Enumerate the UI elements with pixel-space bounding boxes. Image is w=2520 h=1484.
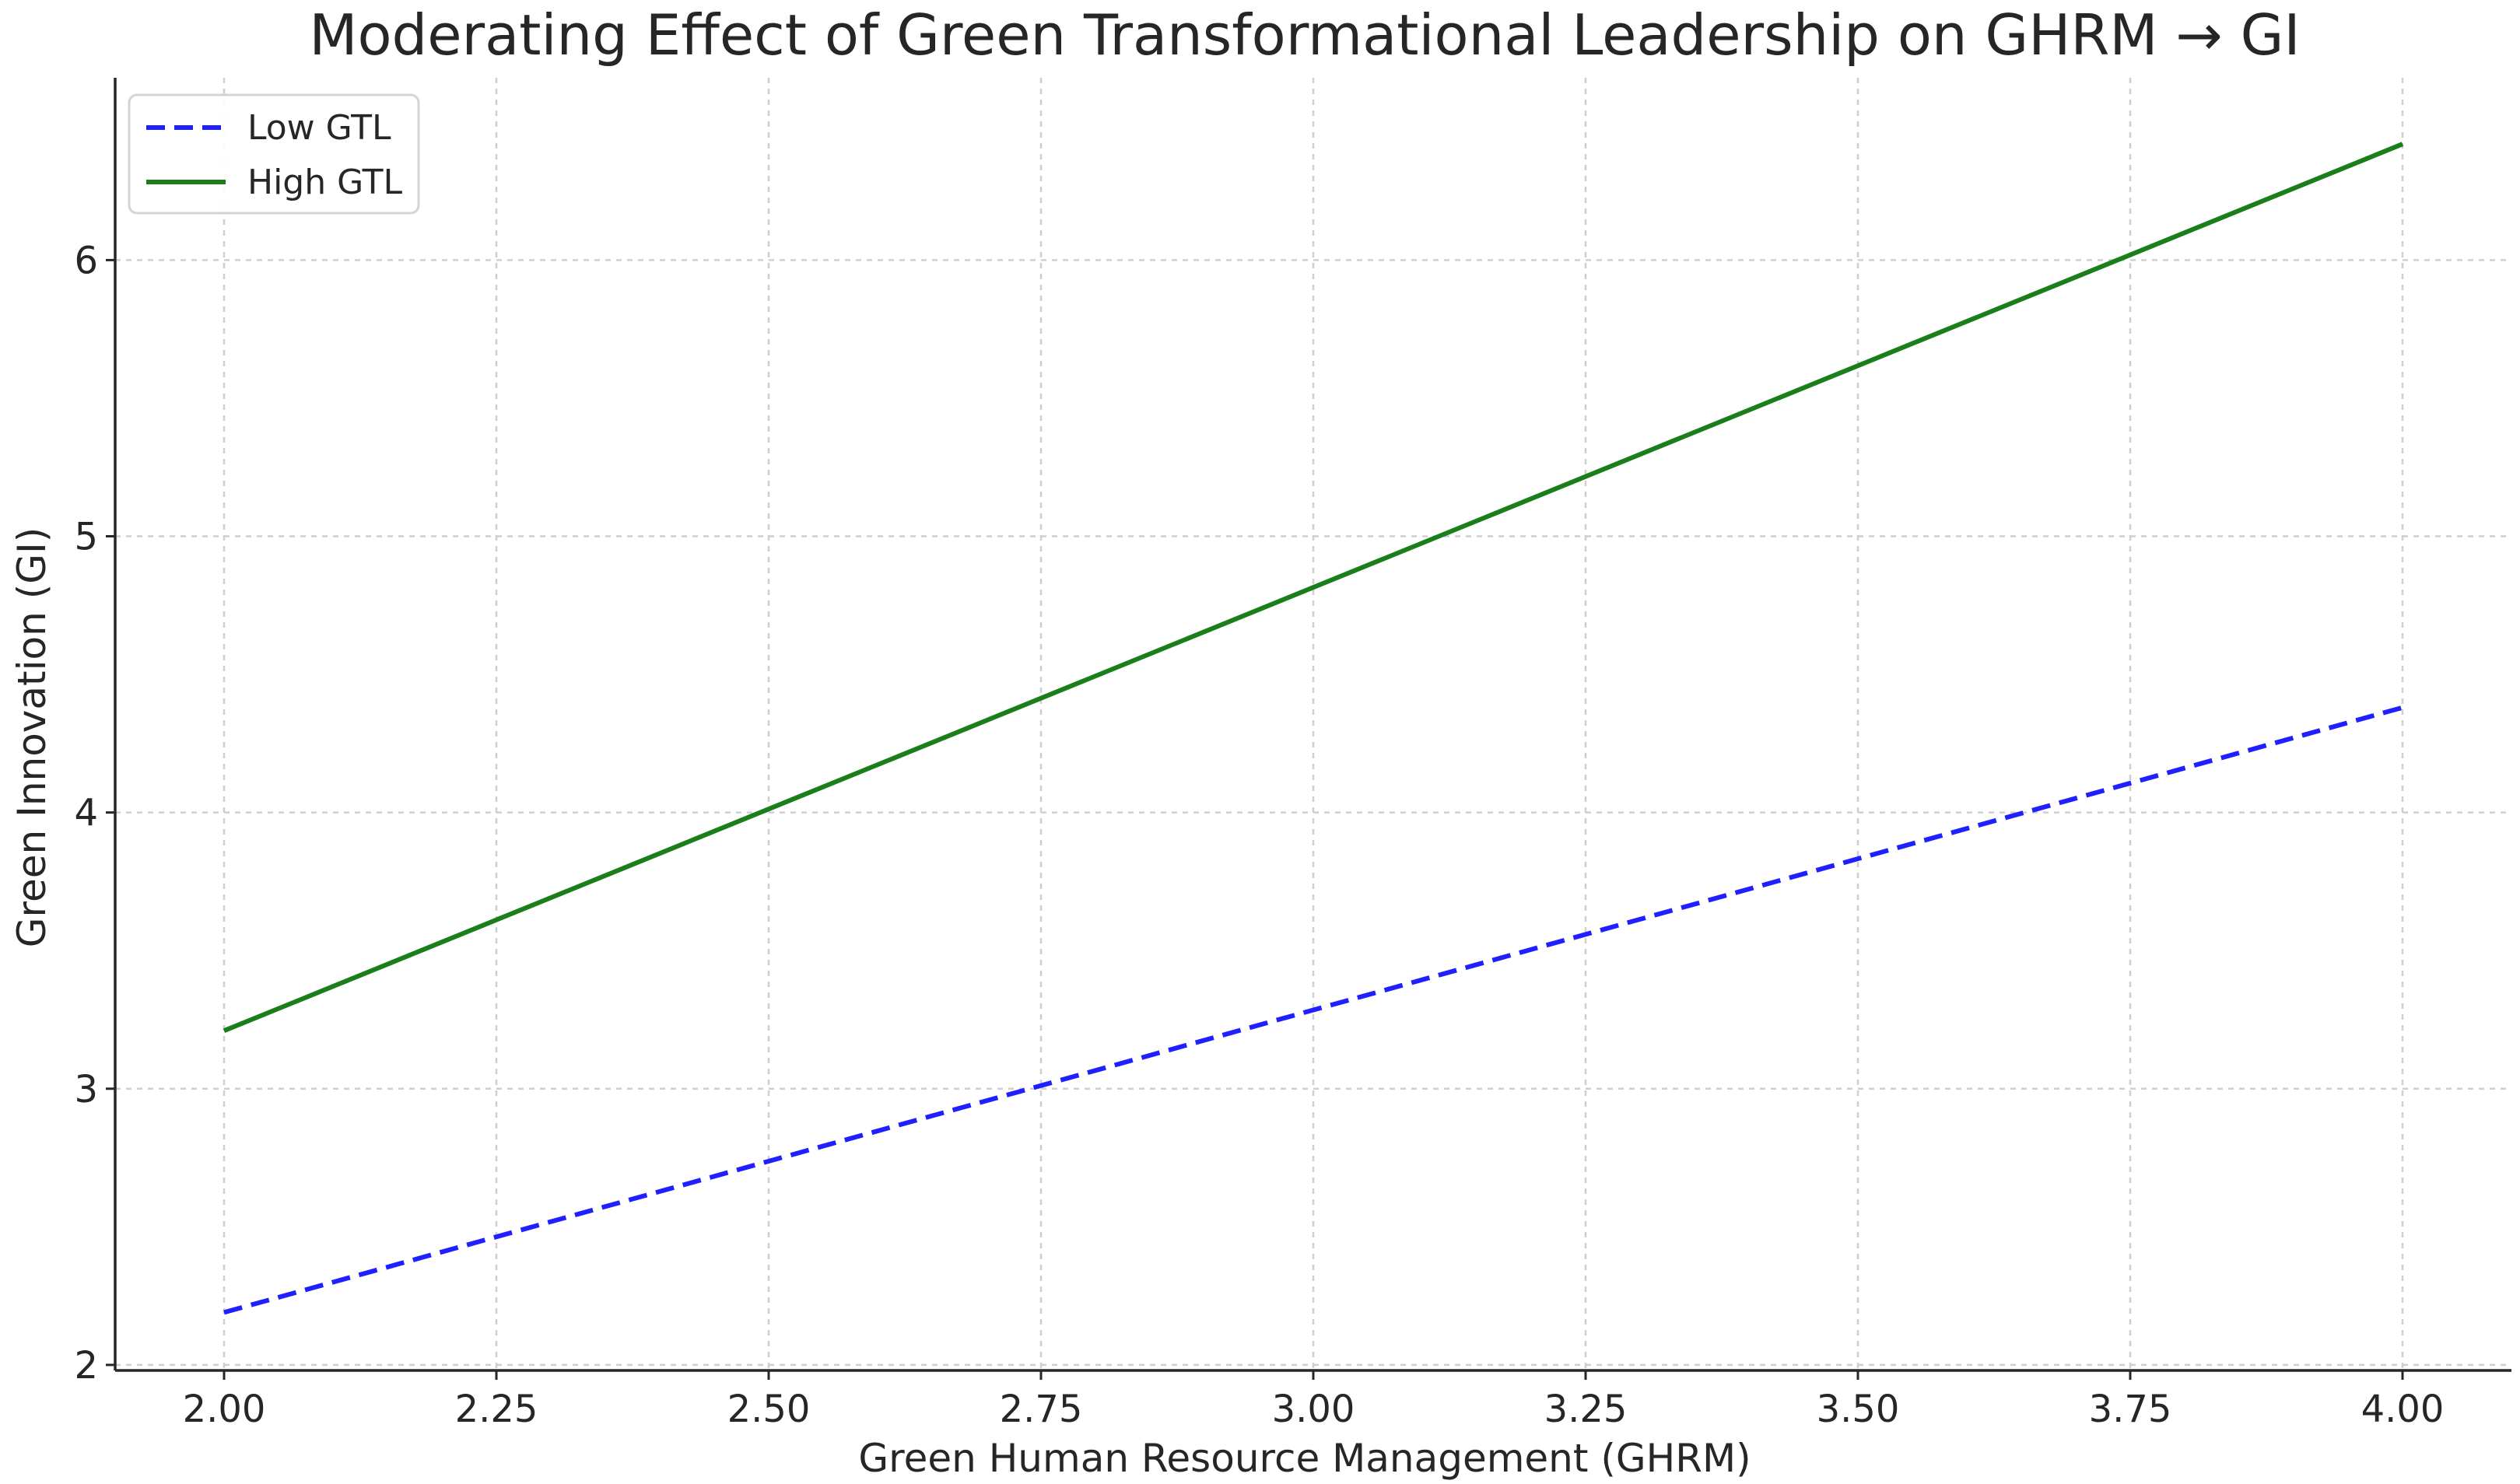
axes bbox=[106, 78, 2511, 1380]
series bbox=[223, 142, 2404, 1315]
legend-label: Low GTL bbox=[247, 108, 391, 148]
y-tick-label: 2 bbox=[74, 1344, 98, 1388]
y-tick-label: 4 bbox=[74, 792, 98, 835]
x-tick-label: 2.25 bbox=[455, 1388, 538, 1431]
x-tick-label: 3.00 bbox=[1272, 1388, 1355, 1431]
x-tick-label: 4.00 bbox=[2361, 1388, 2445, 1431]
legend: Low GTL High GTL bbox=[128, 93, 420, 215]
y-axis-label: Green Innovation (GI) bbox=[9, 527, 54, 947]
x-tick-label: 2.00 bbox=[183, 1388, 266, 1431]
tick-labels: 2.00 2.25 2.50 2.75 3.00 3.25 3.50 3.75 4.00 2 3 4 5… bbox=[74, 239, 2444, 1431]
chart-title: Moderating Effect of Green Transformatio… bbox=[309, 2, 2300, 68]
x-axis-label: Green Human Resource Management (GHRM) bbox=[858, 1436, 1751, 1481]
x-tick-label: 2.75 bbox=[1000, 1388, 1083, 1431]
y-tick-label: 6 bbox=[74, 239, 98, 282]
legend-label: High GTL bbox=[247, 163, 403, 202]
x-tick-label: 3.50 bbox=[1817, 1388, 1900, 1431]
series-line-high-gtl bbox=[223, 142, 2404, 1033]
x-tick-label: 3.25 bbox=[1544, 1388, 1628, 1431]
x-tick-label: 2.50 bbox=[727, 1388, 811, 1431]
grid bbox=[115, 78, 2511, 1370]
series-line-low-gtl bbox=[223, 705, 2403, 1315]
y-tick-label: 3 bbox=[74, 1068, 98, 1111]
y-tick-label: 5 bbox=[74, 516, 98, 559]
x-tick-label: 3.75 bbox=[2089, 1388, 2172, 1431]
